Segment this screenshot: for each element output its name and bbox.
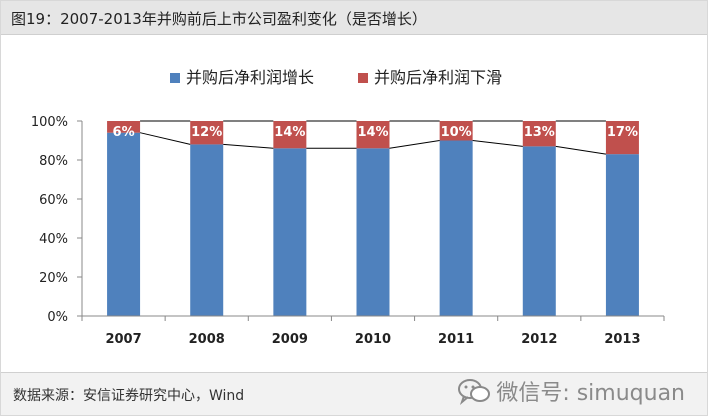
- y-tick-label: 0%: [47, 310, 68, 325]
- bar-growth: [273, 148, 307, 316]
- y-tick-label: 40%: [39, 232, 68, 247]
- data-label: 12%: [191, 125, 222, 140]
- source-note: 数据来源：安信证券研究中心，Wind: [13, 388, 245, 404]
- bars: [107, 121, 639, 316]
- connector-lines: [139, 120, 607, 155]
- x-tick-label: 2007: [105, 332, 141, 347]
- y-tick-label: 20%: [39, 271, 68, 286]
- chart-legend: 并购后净利润增长 并购后净利润下滑: [170, 68, 502, 87]
- bar-growth: [107, 132, 141, 316]
- y-tick-label: 80%: [39, 154, 68, 169]
- x-tick-label: 2008: [189, 332, 225, 347]
- watermark-text: 微信号: simuquan: [496, 381, 685, 406]
- data-label: 17%: [607, 125, 638, 140]
- data-labels: 6% 12% 14% 14% 10% 13% 17%: [113, 125, 638, 140]
- connector-boundary: [223, 143, 274, 149]
- connector-boundary: [472, 140, 523, 147]
- bar-growth: [439, 140, 473, 316]
- legend-label-2: 并购后净利润下滑: [374, 68, 502, 87]
- x-tick-label: 2013: [604, 332, 640, 347]
- bar-decline: [522, 121, 556, 147]
- legend-swatch-2: [358, 73, 368, 83]
- figure-title: 图19：2007-2013年并购前后上市公司盈利变化（是否增长）: [11, 10, 427, 28]
- bar-growth: [190, 144, 224, 316]
- bar-growth: [356, 148, 390, 316]
- legend-label-1: 并购后净利润增长: [186, 68, 314, 87]
- bar-decline: [190, 121, 224, 145]
- bar-decline: [356, 121, 390, 149]
- y-tick-label: 60%: [39, 193, 68, 208]
- connector-boundary: [139, 132, 191, 145]
- legend-swatch-1: [170, 73, 180, 83]
- watermark: 微信号: simuquan: [456, 375, 685, 407]
- x-tick-label: 2010: [355, 332, 391, 347]
- bar-decline: [273, 121, 307, 149]
- data-label: 6%: [113, 125, 135, 140]
- y-tick-label: 100%: [31, 115, 68, 130]
- bar-decline: [605, 121, 639, 155]
- x-tick-label: 2009: [272, 332, 308, 347]
- data-label: 13%: [524, 125, 555, 140]
- data-label: 14%: [357, 125, 388, 140]
- connector-boundary: [389, 140, 440, 149]
- figure-footer: 数据来源：安信证券研究中心，Wind 微信号: simuquan: [1, 372, 707, 415]
- x-tick-label: 2011: [438, 332, 474, 347]
- figure-header: 图19：2007-2013年并购前后上市公司盈利变化（是否增长）: [1, 1, 707, 35]
- wechat-icon: [458, 379, 491, 405]
- bar-decline: [439, 121, 473, 141]
- data-label: 14%: [274, 125, 305, 140]
- connector-boundary: [555, 145, 607, 155]
- x-axis: 2007 2008 2009 2010 2011 2012 2013: [81, 315, 665, 347]
- x-tick-label: 2012: [521, 332, 557, 347]
- bar-decline: [107, 121, 141, 133]
- y-axis: 0% 20% 40% 60% 80% 100%: [31, 115, 83, 325]
- bar-growth: [605, 154, 639, 316]
- bar-growth: [522, 146, 556, 316]
- data-label: 10%: [441, 125, 472, 140]
